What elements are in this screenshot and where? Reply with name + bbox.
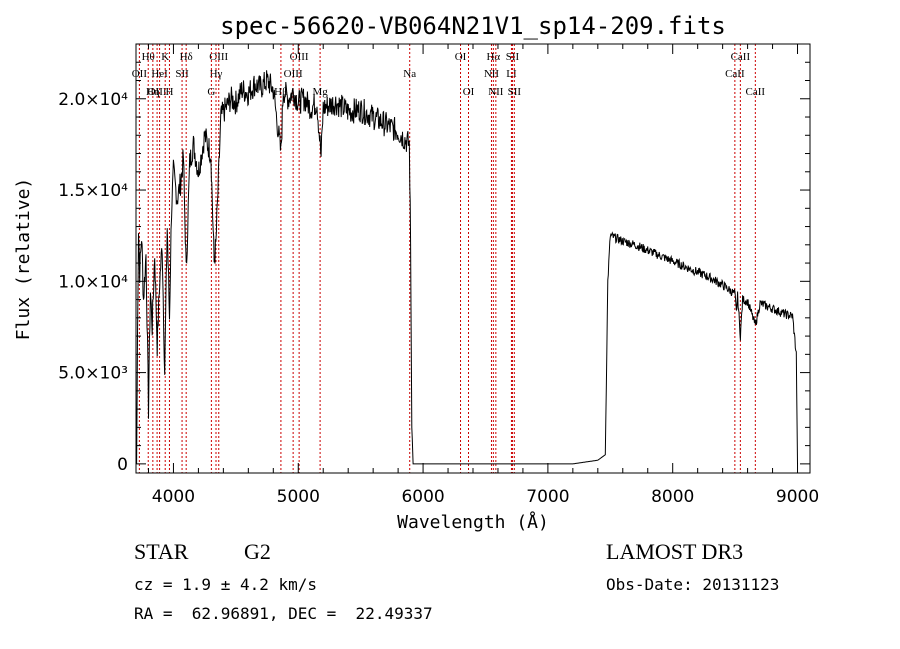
y-tick-label: 1.0×10⁴ — [58, 272, 128, 292]
line-marker-label: OI — [463, 86, 475, 98]
chart-title: spec-56620-VB064N21V1_sp14-209.fits — [220, 12, 726, 40]
x-tick-label: 8000 — [651, 487, 694, 507]
line-marker-label: SII — [506, 51, 520, 63]
x-tick-label: 6000 — [401, 487, 444, 507]
coordinates-text: RA = 62.96891, DEC = 22.49337 — [134, 604, 433, 623]
y-axis-label: Flux (relative) — [13, 178, 34, 341]
line-marker-label: Hθ — [142, 51, 155, 63]
subclass: G2 — [244, 539, 271, 564]
line-marker-label: OI — [455, 51, 467, 63]
line-marker-label: CaII — [725, 68, 745, 80]
spectrum-line — [136, 70, 798, 465]
redshift-text: cz = 1.9 ± 4.2 km/s — [134, 575, 318, 594]
x-axis-label: Wavelength (Å) — [397, 511, 549, 533]
y-tick-label: 1.5×10⁴ — [58, 181, 128, 201]
line-marker-label: G — [207, 86, 215, 98]
obs-date: Obs-Date: 20131123 — [606, 575, 780, 594]
line-marker-label: Na — [403, 68, 416, 80]
line-marker-label: Mg — [312, 86, 328, 98]
x-tick-label: 4000 — [152, 487, 195, 507]
line-marker-label: Hδ — [180, 51, 193, 63]
line-marker-label: Hα — [486, 51, 500, 63]
spectrum-series — [136, 70, 798, 465]
x-tick-label: 7000 — [526, 487, 569, 507]
y-tick-label: 2.0×10⁴ — [58, 90, 128, 110]
line-marker-label: HeI — [151, 68, 168, 80]
x-tick-label: 9000 — [776, 487, 819, 507]
line-marker-label: LI — [506, 68, 517, 80]
x-axis-ticks: 4000 5000 6000 7000 8000 9000 — [147, 44, 819, 507]
survey-name: LAMOST DR3 — [606, 539, 744, 564]
line-marker-label: CaII — [731, 51, 751, 63]
line-marker-label: NII — [484, 68, 500, 80]
line-marker-label: OIII — [209, 51, 228, 63]
line-marker-label: OII — [132, 68, 148, 80]
line-marker-label: SII — [175, 68, 189, 80]
line-marker-label: Hη — [146, 86, 160, 98]
y-axis-ticks: 0 5.0×10³ 1.0×10⁴ 1.5×10⁴ 2.0×10⁴ — [58, 61, 810, 475]
line-marker-label: OIII — [290, 51, 309, 63]
y-tick-label: 5.0×10³ — [58, 364, 128, 384]
x-tick-label: 5000 — [277, 487, 320, 507]
line-marker-label: Hγ — [210, 68, 223, 80]
y-tick-label: 0 — [117, 455, 128, 475]
line-marker-label: CaII — [746, 86, 766, 98]
line-marker-label: H — [165, 86, 173, 98]
line-marker-label: SII — [508, 86, 522, 98]
line-marker-label: NII — [488, 86, 504, 98]
line-marker-label: OIII — [284, 68, 303, 80]
object-class: STAR — [134, 539, 189, 564]
line-marker-label: K — [161, 51, 169, 63]
